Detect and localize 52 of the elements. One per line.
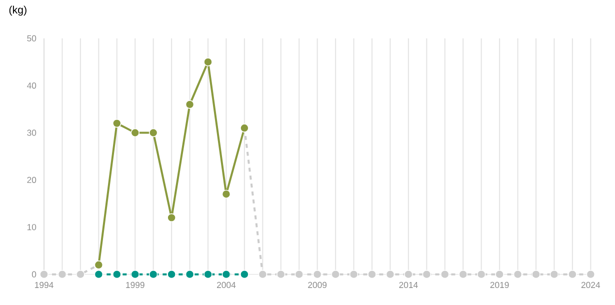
point	[130, 128, 140, 138]
y-tick-label: 30	[27, 130, 36, 136]
x-tick-label: 2014	[399, 282, 418, 288]
point	[368, 270, 376, 279]
point	[148, 128, 158, 138]
point	[222, 270, 231, 279]
point	[240, 270, 249, 279]
point	[568, 270, 577, 279]
point	[167, 270, 176, 279]
x-tick-label: 2009	[308, 282, 327, 288]
point	[185, 100, 194, 109]
point	[58, 270, 67, 279]
point	[112, 118, 122, 128]
x-tick-label: 2004	[217, 282, 236, 288]
point	[532, 270, 540, 279]
point	[204, 270, 212, 279]
point	[495, 270, 504, 279]
point	[204, 58, 212, 66]
y-tick-label: 40	[27, 82, 36, 89]
y-axis-title: (kg)	[9, 6, 26, 16]
point	[404, 270, 413, 279]
point	[476, 270, 486, 279]
point	[440, 270, 450, 279]
point	[167, 213, 176, 222]
point	[94, 270, 104, 279]
point	[312, 270, 322, 279]
point	[112, 270, 122, 279]
point	[349, 270, 358, 279]
point	[458, 270, 468, 279]
point	[276, 270, 286, 279]
point	[386, 270, 395, 279]
x-tick-label: 1994	[35, 282, 54, 288]
point	[294, 270, 304, 279]
point	[586, 270, 596, 279]
point	[222, 190, 231, 198]
x-tick-label: 1999	[126, 282, 144, 288]
point	[40, 270, 48, 279]
point	[148, 270, 158, 279]
y-tick-label: 20	[27, 176, 36, 184]
point	[258, 270, 268, 279]
x-tick-label: 2024	[581, 282, 600, 288]
point	[513, 270, 522, 279]
point	[76, 270, 85, 279]
y-tick-label: 0	[32, 271, 36, 278]
point	[130, 270, 140, 279]
point	[550, 270, 559, 279]
y-tick-label: 50	[27, 35, 36, 42]
point	[185, 270, 194, 279]
x-tick-label: 2019	[490, 282, 509, 288]
point	[331, 270, 340, 279]
y-tick-label: 10	[27, 224, 36, 230]
point	[422, 270, 432, 279]
